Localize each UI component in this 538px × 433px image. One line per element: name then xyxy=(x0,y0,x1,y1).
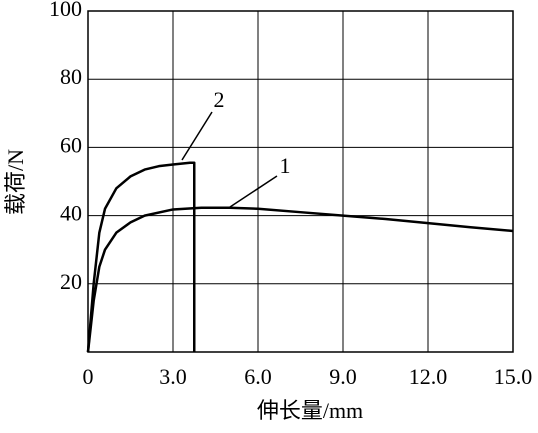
plot-frame xyxy=(87,10,514,353)
series-line xyxy=(86,206,514,353)
series-line xyxy=(86,161,196,353)
x-tick-label: 3.0 xyxy=(159,364,187,389)
y-tick-label: 100 xyxy=(49,0,82,21)
series-label: 2 xyxy=(214,87,225,112)
y-tick-label: 20 xyxy=(60,269,82,294)
x-tick-label: 0 xyxy=(83,364,94,389)
x-tick-label: 12.0 xyxy=(409,364,448,389)
x-axis-label: 伸长量/mm xyxy=(257,398,363,423)
y-tick-label: 40 xyxy=(60,201,82,226)
series-label: 1 xyxy=(280,153,291,178)
x-tick-label: 9.0 xyxy=(329,364,357,389)
x-tick-label: 15.0 xyxy=(494,364,533,389)
x-tick-label: 6.0 xyxy=(244,364,272,389)
y-axis-label: 载荷/N xyxy=(3,149,28,215)
callout-line xyxy=(181,111,213,161)
y-tick-label: 80 xyxy=(60,64,82,89)
callout-line xyxy=(229,175,278,208)
y-tick-label: 60 xyxy=(60,132,82,157)
